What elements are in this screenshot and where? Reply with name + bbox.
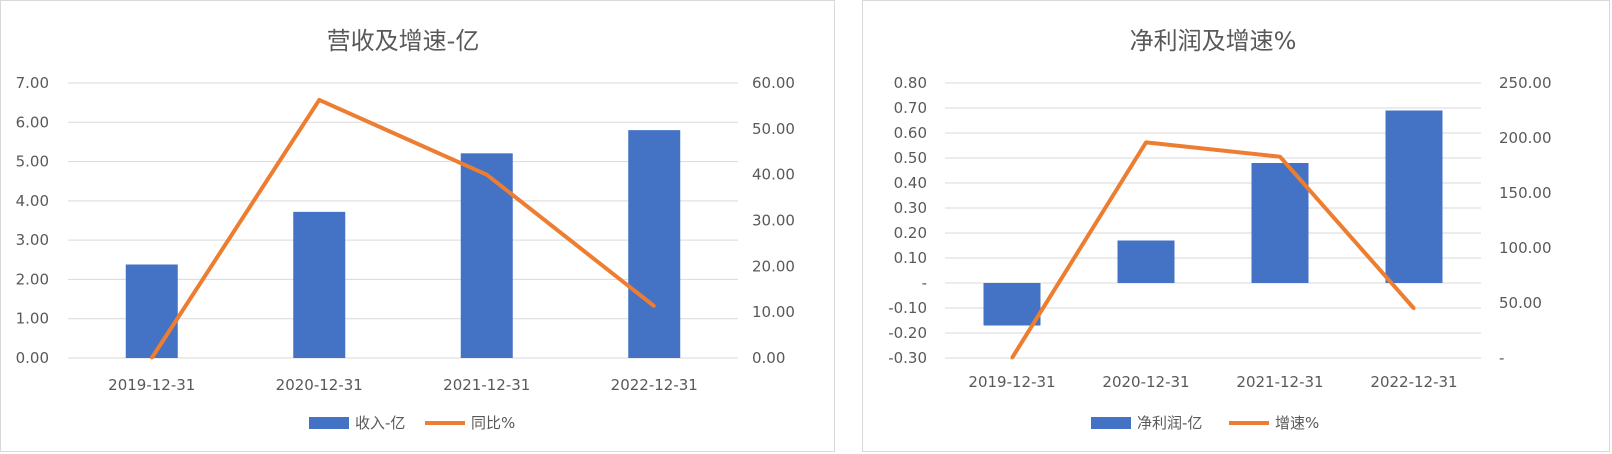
x-tick-label: 2021-12-31 [443, 376, 530, 394]
y-left-tick-label: 1.00 [16, 310, 49, 328]
y-left-tick-label: 0.50 [894, 149, 927, 167]
y-right-tick-label: 10.00 [752, 303, 795, 321]
x-tick-label: 2019-12-31 [108, 376, 195, 394]
y-right-tick-label: 40.00 [752, 166, 795, 184]
line-point [1144, 140, 1148, 144]
legend-bar-swatch [309, 417, 349, 429]
bar [1385, 110, 1443, 283]
line-point [652, 304, 656, 308]
y-left-tick-label: -0.20 [888, 324, 927, 342]
y-left-tick-label: 0.20 [894, 224, 927, 242]
y-left-tick-label: -0.30 [888, 349, 927, 367]
y-right-tick-label: 0.00 [752, 349, 785, 367]
y-left-tick-label: - [922, 274, 927, 292]
y-left-tick-label: -0.10 [888, 299, 927, 317]
y-right-tick-label: 50.00 [1499, 294, 1542, 312]
line-point [150, 356, 154, 360]
revenue-chart: 营收及增速-亿 0.00 1.00 2.00 3.00 4.00 5.00 6.00 7.00 0… [16, 27, 795, 432]
y-left-tick-label: 7.00 [16, 74, 49, 92]
y-left-tick-label: 0.40 [894, 174, 927, 192]
y-left-tick-label: 2.00 [16, 270, 49, 288]
bar [1117, 240, 1175, 283]
y-right-tick-label: - [1499, 349, 1504, 367]
bar [1251, 163, 1309, 283]
bar [983, 283, 1041, 326]
legend-label-bars: 净利润-亿 [1137, 414, 1202, 432]
y-right-tick-label: 250.00 [1499, 74, 1552, 92]
line-point [317, 98, 321, 102]
y-left-tick-label: 0.00 [16, 349, 49, 367]
y-right-tick-label: 200.00 [1499, 129, 1552, 147]
y-left-tick-label: 5.00 [16, 153, 49, 171]
legend-bar-swatch [1091, 417, 1131, 429]
y-left-tick-label: 0.30 [894, 199, 927, 217]
bar [628, 130, 681, 358]
revenue-chart-panel: 营收及增速-亿 0.00 1.00 2.00 3.00 4.00 5.00 6.00 7.00 0… [0, 0, 835, 452]
chart-title: 营收及增速-亿 [327, 27, 480, 55]
y-left-tick-label: 4.00 [16, 192, 49, 210]
line-point [1010, 356, 1014, 360]
y-left-tick-label: 0.60 [894, 124, 927, 142]
y-right-tick-label: 50.00 [752, 120, 795, 138]
y-left-tick-label: 6.00 [16, 113, 49, 131]
line-point [485, 173, 489, 177]
y-left-tick-label: 0.70 [894, 99, 927, 117]
y-right-tick-label: 20.00 [752, 257, 795, 275]
bar [125, 264, 178, 358]
bar [460, 153, 513, 358]
y-right-tick-label: 100.00 [1499, 239, 1552, 257]
y-right-tick-label: 150.00 [1499, 184, 1552, 202]
legend-label-line: 增速% [1275, 414, 1319, 432]
y-right-tick-label: 60.00 [752, 74, 795, 92]
legend-label-line: 同比% [471, 414, 515, 432]
line-point [1278, 155, 1282, 159]
y-right-tick-label: 30.00 [752, 212, 795, 230]
x-tick-label: 2019-12-31 [968, 373, 1055, 391]
legend-label-bars: 收入-亿 [355, 414, 405, 432]
net-profit-chart-panel: 净利润及增速% -0.30 -0.20 -0.10-0.10 0.20 0.30 0.40 0… [862, 0, 1610, 452]
x-tick-label: 2020-12-31 [1102, 373, 1189, 391]
x-tick-label: 2022-12-31 [1370, 373, 1457, 391]
x-tick-label: 2022-12-31 [611, 376, 698, 394]
chart-title: 净利润及增速% [1130, 27, 1297, 55]
x-tick-label: 2021-12-31 [1236, 373, 1323, 391]
y-left-tick-label: 0.10 [894, 249, 927, 267]
y-left-tick-label: 0.80 [894, 74, 927, 92]
net-profit-chart: 净利润及增速%-0.30-0.20-0.10-0.100.200.300.400… [888, 27, 1552, 432]
y-left-tick-label: 3.00 [16, 231, 49, 249]
x-tick-label: 2020-12-31 [276, 376, 363, 394]
bar [293, 211, 346, 358]
series-line [150, 97, 656, 360]
series-line [1010, 140, 1416, 360]
line-point [1412, 307, 1416, 310]
